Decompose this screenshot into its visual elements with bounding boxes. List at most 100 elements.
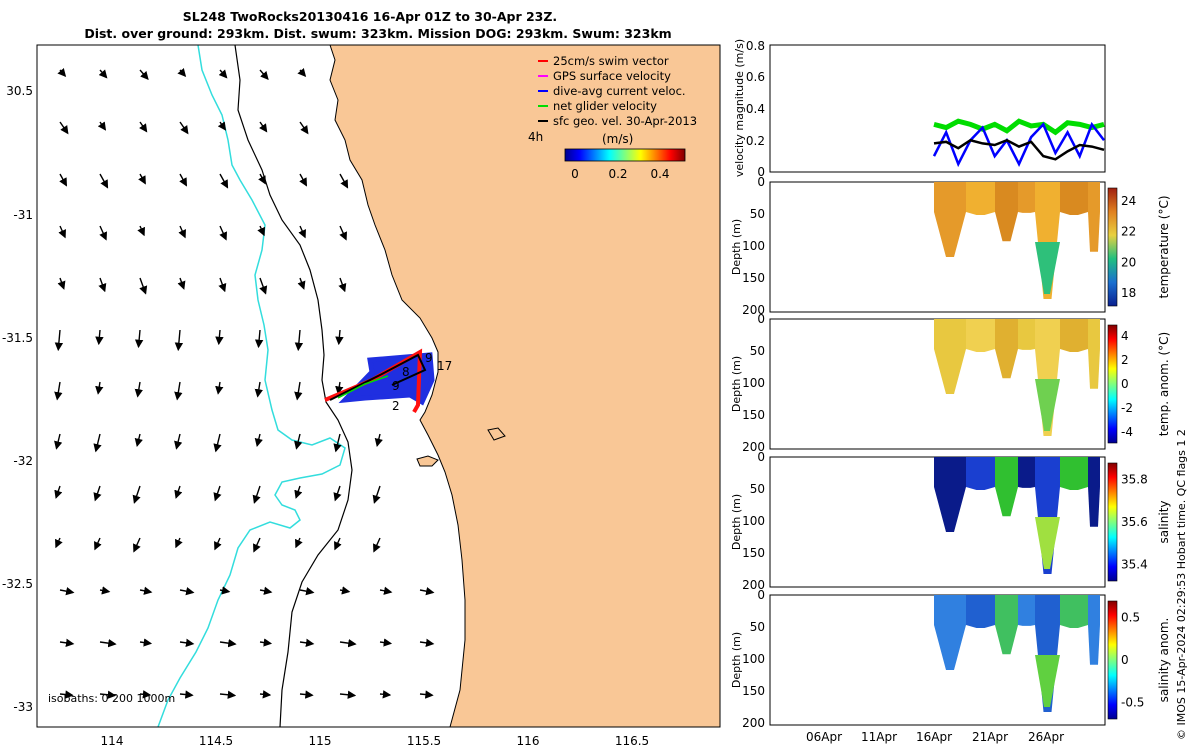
vector-arrow-29 bbox=[339, 225, 347, 241]
map-xtick-3: 115 bbox=[309, 734, 332, 748]
depth-tick-3-4: 200 bbox=[742, 578, 765, 592]
island-2 bbox=[487, 427, 506, 441]
title-line-2: Dist. over ground: 293km. Dist. swum: 32… bbox=[84, 26, 671, 41]
colorbar-tick-2-4: 4 bbox=[1121, 329, 1129, 343]
vector-arrow-47 bbox=[95, 381, 104, 395]
colorbar-label-2: temp. anom. (°C) bbox=[1157, 332, 1171, 436]
velocity-series-2 bbox=[933, 138, 1105, 161]
vector-arrow-75 bbox=[133, 537, 141, 553]
dive-block-4-0 bbox=[934, 595, 966, 670]
vector-arrow-15 bbox=[99, 173, 109, 189]
velocity-series-0 bbox=[933, 118, 1105, 136]
depth-tick-2-3: 150 bbox=[742, 408, 765, 422]
colorbar-tick-3-2: 35.8 bbox=[1121, 473, 1148, 487]
vector-arrow-66 bbox=[132, 485, 141, 504]
vector-arrow-24 bbox=[137, 225, 145, 237]
dive-block-1-2 bbox=[995, 182, 1018, 242]
dive-block-4-2 bbox=[995, 595, 1018, 655]
dive-block-4-1 bbox=[966, 595, 995, 628]
dive-block-1-5 bbox=[1060, 182, 1088, 215]
map-ytick-6: -33 bbox=[13, 700, 33, 714]
colorbar-tick-3-1: 35.6 bbox=[1121, 515, 1148, 529]
dive-block-1-0 bbox=[934, 182, 966, 257]
vector-arrow-80 bbox=[334, 537, 342, 551]
colorbar-label-3: salinity bbox=[1157, 500, 1171, 543]
track-label-3: 8 bbox=[402, 365, 410, 379]
colorbar-3 bbox=[1107, 462, 1118, 582]
vector-arrow-25 bbox=[178, 225, 186, 239]
xtick-26apr: 26Apr bbox=[1028, 730, 1064, 744]
vector-arrow-26 bbox=[219, 225, 227, 241]
vector-arrow-53 bbox=[335, 381, 344, 395]
depth-tick-4-3: 150 bbox=[742, 684, 765, 698]
dive-block-2-0 bbox=[934, 319, 966, 394]
colorbar-label-1: temperature (°C) bbox=[1157, 196, 1171, 299]
vector-arrow-58 bbox=[174, 433, 183, 450]
vector-arrow-91 bbox=[419, 587, 435, 596]
vector-arrow-82 bbox=[59, 587, 75, 596]
vector-arrow-16 bbox=[138, 173, 146, 185]
vector-arrow-109 bbox=[339, 690, 357, 699]
depth-tick-1-3: 150 bbox=[742, 271, 765, 285]
dive-block-2-1 bbox=[966, 319, 995, 352]
colorbar-tick-1-2: 22 bbox=[1121, 225, 1136, 239]
vector-arrow-17 bbox=[179, 173, 187, 187]
dive-block-4-5 bbox=[1060, 595, 1088, 628]
vel-ytick-3: 0.4 bbox=[746, 102, 765, 116]
map-legend: 25cm/s swim vector GPS surface velocity … bbox=[528, 54, 697, 181]
vector-arrow-103 bbox=[99, 690, 117, 699]
vector-arrow-110 bbox=[379, 690, 392, 699]
vector-arrow-86 bbox=[219, 586, 231, 595]
time-label: 4h bbox=[528, 130, 543, 144]
vector-arrow-104 bbox=[139, 690, 152, 699]
depth-tick-2-0: 0 bbox=[757, 312, 765, 326]
dive-block-3-5 bbox=[1060, 457, 1088, 490]
vector-arrow-76 bbox=[175, 537, 183, 549]
vector-arrow-49 bbox=[174, 381, 183, 401]
depth-tick-3-0: 0 bbox=[757, 450, 765, 464]
depth-tick-2-2: 100 bbox=[742, 376, 765, 390]
dive-block-2-2 bbox=[995, 319, 1018, 379]
colorbar-tick-2-0: -4 bbox=[1121, 425, 1133, 439]
vector-arrow-3 bbox=[177, 67, 187, 78]
colorbar-tick-4-2: 0.5 bbox=[1121, 611, 1140, 625]
vector-arrow-63 bbox=[374, 433, 383, 448]
dive-block-4-3 bbox=[1018, 595, 1035, 626]
vector-arrow-94 bbox=[139, 638, 153, 647]
vel-ytick-5: 0.8 bbox=[746, 39, 765, 53]
island bbox=[416, 455, 439, 467]
vector-arrow-72 bbox=[372, 485, 381, 504]
vector-arrow-52 bbox=[294, 381, 303, 401]
colorbar-label-4: salinity anom. bbox=[1157, 618, 1171, 703]
vector-arrow-99 bbox=[339, 638, 357, 648]
vector-arrow-38 bbox=[54, 329, 64, 352]
depth-label-4: Depth (m) bbox=[730, 632, 743, 688]
dive-block-3-1 bbox=[966, 457, 995, 490]
vector-arrow-42 bbox=[215, 329, 224, 346]
velocity-panel: 0.8 0.6 0.4 0.2 0 velocity magnitude (m/… bbox=[733, 39, 1106, 179]
vector-arrow-8 bbox=[97, 121, 107, 131]
colorbar-tick-4-0: -0.5 bbox=[1121, 695, 1144, 709]
dive-block-3-6 bbox=[1088, 457, 1100, 527]
depth-label-3: Depth (m) bbox=[730, 494, 743, 550]
colorbar-tick-2-3: 2 bbox=[1121, 353, 1129, 367]
depth-tick-4-0: 0 bbox=[757, 588, 765, 602]
vector-arrow-22 bbox=[58, 225, 66, 239]
track-label-1: 9 bbox=[425, 351, 433, 365]
velocity-series bbox=[932, 118, 1105, 168]
map-y-ticks: 30.5 -31 -31.5 -32 -32.5 -33 bbox=[2, 84, 33, 714]
map-x-ticks: 114 114.5 115 115.5 116 116.5 bbox=[101, 734, 650, 748]
vector-arrow-45 bbox=[335, 329, 344, 346]
depth-tick-1-4: 200 bbox=[742, 303, 765, 317]
vector-arrow-93 bbox=[99, 638, 117, 648]
vector-arrow-18 bbox=[219, 173, 229, 189]
dive-block-3-0 bbox=[934, 457, 966, 532]
vector-arrow-90 bbox=[379, 586, 393, 595]
speed-colorbar bbox=[564, 148, 686, 162]
colorbar-title: (m/s) bbox=[602, 132, 633, 146]
profile-panel-4: 0 50 100 150 200 Depth (m) -0.5 0 0.5 salinity an… bbox=[730, 588, 1171, 730]
map-xtick-4: 115.5 bbox=[407, 734, 441, 748]
depth-tick-1-0: 0 bbox=[757, 175, 765, 189]
profile-panel-1: 0 50 100 150 200 Depth (m) 18 20 22 24 temperature… bbox=[730, 175, 1171, 317]
